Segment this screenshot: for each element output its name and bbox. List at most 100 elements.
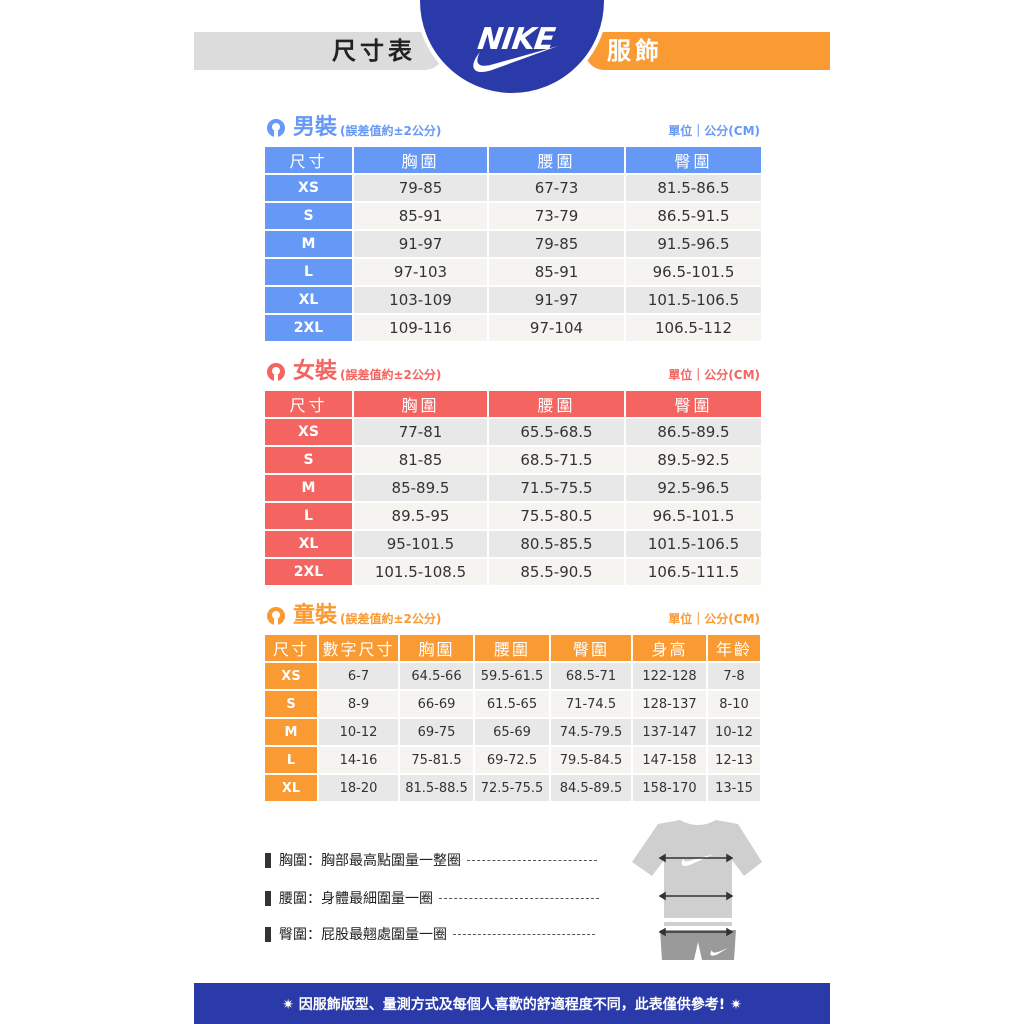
table-cell: 67-73 xyxy=(489,175,624,201)
table-cell: 71-74.5 xyxy=(551,691,631,717)
person-icon xyxy=(267,119,285,140)
table-cell: 73-79 xyxy=(489,203,624,229)
table-cell: 74.5-79.5 xyxy=(551,719,631,745)
table-cell: 137-147 xyxy=(633,719,706,745)
legend-text: 腰圍：身體最細圍量一圈 xyxy=(279,891,433,907)
kids-section-title: 童裝 (誤差值約±2公分) xyxy=(265,604,441,628)
men-section-title: 男裝 (誤差值約±2公分) xyxy=(265,116,441,140)
section-name: 童裝 xyxy=(293,603,338,628)
table-cell: 65.5-68.5 xyxy=(489,419,624,445)
table-cell: 79-85 xyxy=(489,231,624,257)
size-chart-title: 尺寸表 xyxy=(194,32,444,70)
column-header: 尺寸 xyxy=(265,147,352,173)
table-cell: 158-170 xyxy=(633,775,706,801)
table-cell: 75.5-80.5 xyxy=(489,503,624,529)
column-header: 胸圍 xyxy=(354,147,487,173)
unit-label: 單位｜公分(CM) xyxy=(668,124,760,138)
table-cell: 64.5-66 xyxy=(400,663,473,689)
table-cell: 18-20 xyxy=(319,775,398,801)
column-header: 身高 xyxy=(633,635,706,661)
legend-text: 臀圍：屁股最翹處圍量一圈 xyxy=(279,927,447,943)
column-header: 尺寸 xyxy=(265,391,352,417)
section-name: 男裝 xyxy=(293,115,338,140)
legend-chest: 胸圍：胸部最高點圍量一整圈 xyxy=(265,850,597,870)
table-cell: 101.5-106.5 xyxy=(626,531,761,557)
tolerance-note: (誤差值約±2公分) xyxy=(340,612,442,626)
table-cell: 81.5-86.5 xyxy=(626,175,761,201)
table-cell: 106.5-111.5 xyxy=(626,559,761,585)
size-label: XS xyxy=(265,663,317,689)
table-cell: 85-89.5 xyxy=(354,475,487,501)
table-cell: 95-101.5 xyxy=(354,531,487,557)
size-label: L xyxy=(265,503,352,529)
women-size-table: 尺寸 胸圍 腰圍 臀圍 XS 77-81 65.5-68.5 86.5-89.5 S 81-85 6… xyxy=(265,391,761,585)
table-cell: 6-7 xyxy=(319,663,398,689)
table-cell: 72.5-75.5 xyxy=(475,775,549,801)
table-cell: 12-13 xyxy=(708,747,760,773)
table-cell: 106.5-112 xyxy=(626,315,761,341)
table-cell: 86.5-89.5 xyxy=(626,419,761,445)
table-cell: 97-104 xyxy=(489,315,624,341)
size-label: 2XL xyxy=(265,315,352,341)
column-header: 胸圍 xyxy=(400,635,473,661)
legend-waist: 腰圍：身體最細圍量一圈 xyxy=(265,888,599,908)
size-label: L xyxy=(265,747,317,773)
men-size-table: 尺寸 胸圍 腰圍 臀圍 XS 79-85 67-73 81.5-86.5 S 85-91 73-79… xyxy=(265,147,761,341)
table-cell: 59.5-61.5 xyxy=(475,663,549,689)
table-cell: 14-16 xyxy=(319,747,398,773)
column-header: 腰圍 xyxy=(489,391,624,417)
table-cell: 10-12 xyxy=(319,719,398,745)
section-name: 女裝 xyxy=(293,359,338,384)
table-cell: 128-137 xyxy=(633,691,706,717)
table-cell: 71.5-75.5 xyxy=(489,475,624,501)
tolerance-note: (誤差值約±2公分) xyxy=(340,124,442,138)
table-cell: 68.5-71.5 xyxy=(489,447,624,473)
table-cell: 147-158 xyxy=(633,747,706,773)
column-header: 數字尺寸 xyxy=(319,635,398,661)
table-cell: 84.5-89.5 xyxy=(551,775,631,801)
column-header: 年齡 xyxy=(708,635,760,661)
column-header: 臀圍 xyxy=(626,391,761,417)
table-cell: 103-109 xyxy=(354,287,487,313)
table-cell: 85-91 xyxy=(489,259,624,285)
table-cell: 96.5-101.5 xyxy=(626,259,761,285)
table-cell: 81-85 xyxy=(354,447,487,473)
women-section-title: 女裝 (誤差值約±2公分) xyxy=(265,360,441,384)
person-icon xyxy=(267,363,285,384)
table-cell: 10-12 xyxy=(708,719,760,745)
table-cell: 85-91 xyxy=(354,203,487,229)
size-label: XS xyxy=(265,175,352,201)
table-cell: 79-85 xyxy=(354,175,487,201)
size-label: XL xyxy=(265,775,317,801)
size-label: XL xyxy=(265,531,352,557)
legend-text: 胸圍：胸部最高點圍量一整圈 xyxy=(279,853,461,869)
table-cell: 91.5-96.5 xyxy=(626,231,761,257)
table-cell: 101.5-106.5 xyxy=(626,287,761,313)
table-cell: 13-15 xyxy=(708,775,760,801)
category-title: 服飾 xyxy=(585,32,830,70)
table-cell: 8-9 xyxy=(319,691,398,717)
size-label: S xyxy=(265,691,317,717)
table-cell: 80.5-85.5 xyxy=(489,531,624,557)
column-header: 尺寸 xyxy=(265,635,317,661)
column-header: 腰圍 xyxy=(475,635,549,661)
table-cell: 92.5-96.5 xyxy=(626,475,761,501)
table-cell: 68.5-71 xyxy=(551,663,631,689)
table-cell: 101.5-108.5 xyxy=(354,559,487,585)
table-cell: 85.5-90.5 xyxy=(489,559,624,585)
table-cell: 91-97 xyxy=(489,287,624,313)
table-cell: 109-116 xyxy=(354,315,487,341)
column-header: 胸圍 xyxy=(354,391,487,417)
size-label: 2XL xyxy=(265,559,352,585)
tshirt-shorts-icon xyxy=(632,820,762,960)
table-cell: 7-8 xyxy=(708,663,760,689)
table-cell: 81.5-88.5 xyxy=(400,775,473,801)
table-cell: 96.5-101.5 xyxy=(626,503,761,529)
table-cell: 91-97 xyxy=(354,231,487,257)
table-cell: 89.5-95 xyxy=(354,503,487,529)
unit-label: 單位｜公分(CM) xyxy=(668,612,760,626)
size-label: S xyxy=(265,203,352,229)
size-label: L xyxy=(265,259,352,285)
table-cell: 66-69 xyxy=(400,691,473,717)
legend-hip: 臀圍：屁股最翹處圍量一圈 xyxy=(265,924,595,944)
